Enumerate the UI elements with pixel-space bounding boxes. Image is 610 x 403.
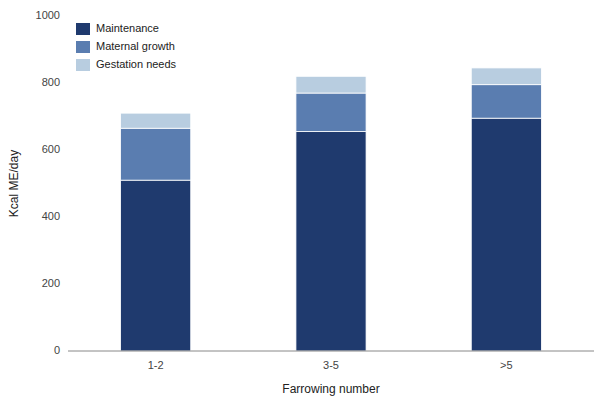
bar-segment [121, 180, 191, 351]
bar-segment [121, 113, 191, 128]
legend-label: Maintenance [96, 22, 159, 34]
y-tick-label: 600 [42, 143, 60, 155]
y-tick-label: 0 [54, 344, 60, 356]
y-tick-label: 200 [42, 277, 60, 289]
chart: 0 200 400 600 800 1000 1-2 3-5 >5 Farrowing numbe… [0, 0, 610, 403]
bar-segment [296, 76, 366, 93]
bar-segment [471, 85, 541, 119]
x-tick-label: 3-5 [323, 359, 339, 371]
legend-label: Gestation needs [96, 58, 177, 70]
x-tick-label: >5 [500, 359, 513, 371]
legend-swatch [76, 23, 90, 35]
bars [121, 68, 542, 351]
bar-segment [296, 132, 366, 351]
y-tick-label: 400 [42, 210, 60, 222]
y-tick-label: 1000 [36, 9, 60, 21]
legend-swatch [76, 41, 90, 53]
x-tick-label: 1-2 [148, 359, 164, 371]
bar-segment [471, 118, 541, 351]
legend-swatch [76, 59, 90, 71]
legend-label: Maternal growth [96, 40, 175, 52]
y-axis-label: Kcal ME/day [7, 150, 21, 217]
bar-segment [471, 68, 541, 85]
bar-segment [121, 128, 191, 180]
x-axis-label: Farrowing number [282, 382, 379, 396]
chart-container: 0 200 400 600 800 1000 1-2 3-5 >5 Farrowing numbe… [0, 0, 610, 403]
x-axis-line [68, 351, 594, 352]
bar-segment [296, 93, 366, 132]
y-tick-label: 800 [42, 76, 60, 88]
legend: Maintenance Maternal growth Gestation need… [76, 22, 177, 71]
